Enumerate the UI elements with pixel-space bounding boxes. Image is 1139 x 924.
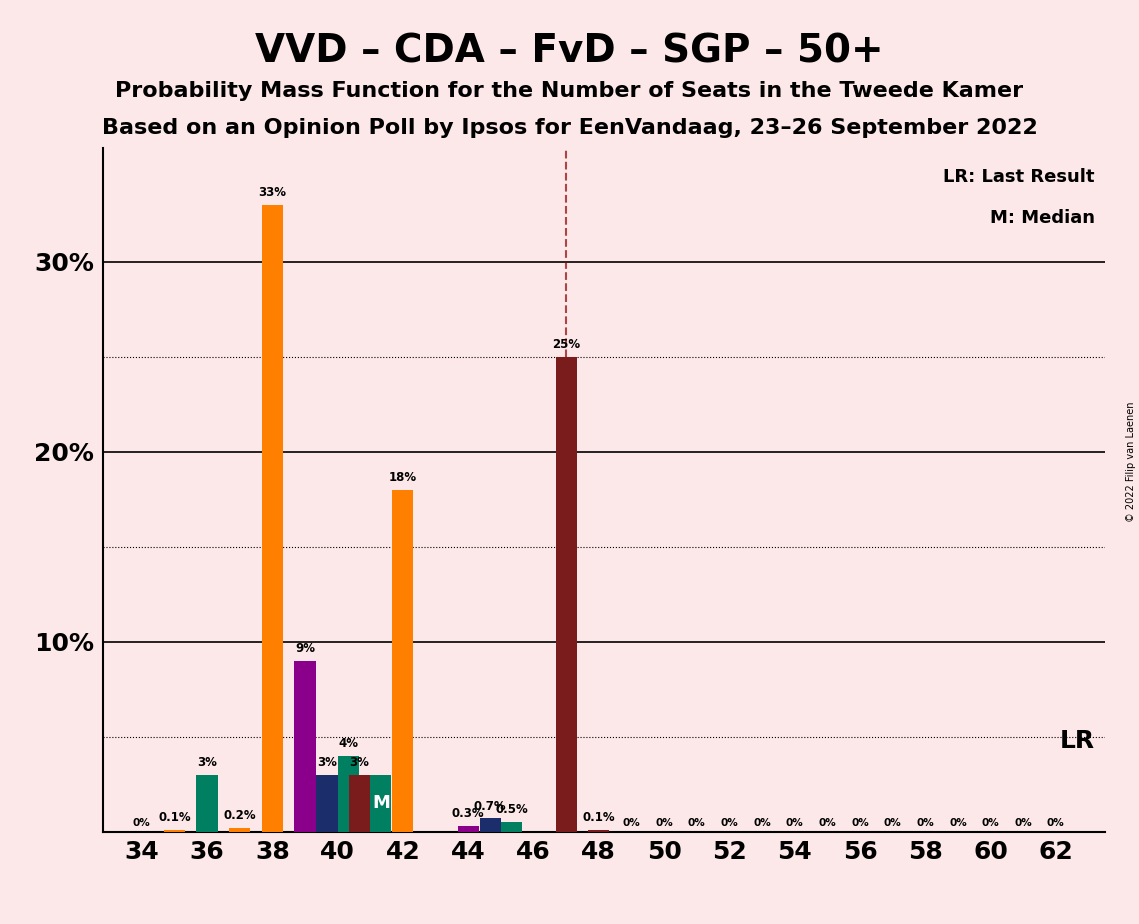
Bar	[337, 756, 359, 832]
Text: 0.3%: 0.3%	[452, 808, 484, 821]
Bar	[262, 205, 282, 832]
Text: 0%: 0%	[786, 818, 803, 828]
Text: 0%: 0%	[1015, 818, 1032, 828]
Text: 0%: 0%	[982, 818, 999, 828]
Bar	[501, 822, 522, 832]
Text: Probability Mass Function for the Number of Seats in the Tweede Kamer: Probability Mass Function for the Number…	[115, 81, 1024, 102]
Text: 18%: 18%	[388, 471, 417, 484]
Text: 4%: 4%	[338, 737, 358, 750]
Text: M: M	[372, 794, 390, 812]
Text: Based on an Opinion Poll by Ipsos for EenVandaag, 23–26 September 2022: Based on an Opinion Poll by Ipsos for Ee…	[101, 118, 1038, 139]
Text: M: Median: M: Median	[990, 210, 1095, 227]
Text: 0%: 0%	[917, 818, 934, 828]
Text: 0.2%: 0.2%	[223, 809, 256, 822]
Text: LR: LR	[1059, 729, 1095, 753]
Bar	[229, 828, 251, 832]
Text: 3%: 3%	[317, 756, 337, 769]
Bar	[392, 490, 413, 832]
Text: 0%: 0%	[655, 818, 673, 828]
Text: 0%: 0%	[623, 818, 640, 828]
Text: 0%: 0%	[721, 818, 738, 828]
Text: 0%: 0%	[753, 818, 771, 828]
Text: 0.5%: 0.5%	[495, 803, 527, 817]
Bar	[458, 826, 478, 832]
Text: 0%: 0%	[851, 818, 869, 828]
Bar	[164, 830, 185, 832]
Text: VVD – CDA – FvD – SGP – 50+: VVD – CDA – FvD – SGP – 50+	[255, 32, 884, 70]
Text: 0.7%: 0.7%	[474, 799, 507, 812]
Text: © 2022 Filip van Laenen: © 2022 Filip van Laenen	[1125, 402, 1136, 522]
Text: LR: Last Result: LR: Last Result	[943, 168, 1095, 187]
Text: 0%: 0%	[133, 818, 150, 828]
Bar	[317, 774, 337, 832]
Text: 0%: 0%	[884, 818, 901, 828]
Text: 9%: 9%	[295, 642, 314, 655]
Text: 0%: 0%	[1047, 818, 1065, 828]
Text: 33%: 33%	[259, 186, 286, 199]
Bar	[370, 774, 392, 832]
Text: 3%: 3%	[350, 756, 369, 769]
Text: 0.1%: 0.1%	[158, 811, 190, 824]
Text: 3%: 3%	[197, 756, 216, 769]
Bar	[588, 830, 609, 832]
Bar	[480, 819, 501, 832]
Text: 0.1%: 0.1%	[582, 811, 615, 824]
Text: 0%: 0%	[949, 818, 967, 828]
Bar	[196, 774, 218, 832]
Bar	[556, 357, 576, 832]
Bar	[294, 661, 316, 832]
Bar	[349, 774, 370, 832]
Text: 0%: 0%	[688, 818, 705, 828]
Text: 25%: 25%	[552, 338, 580, 351]
Text: 0%: 0%	[819, 818, 836, 828]
